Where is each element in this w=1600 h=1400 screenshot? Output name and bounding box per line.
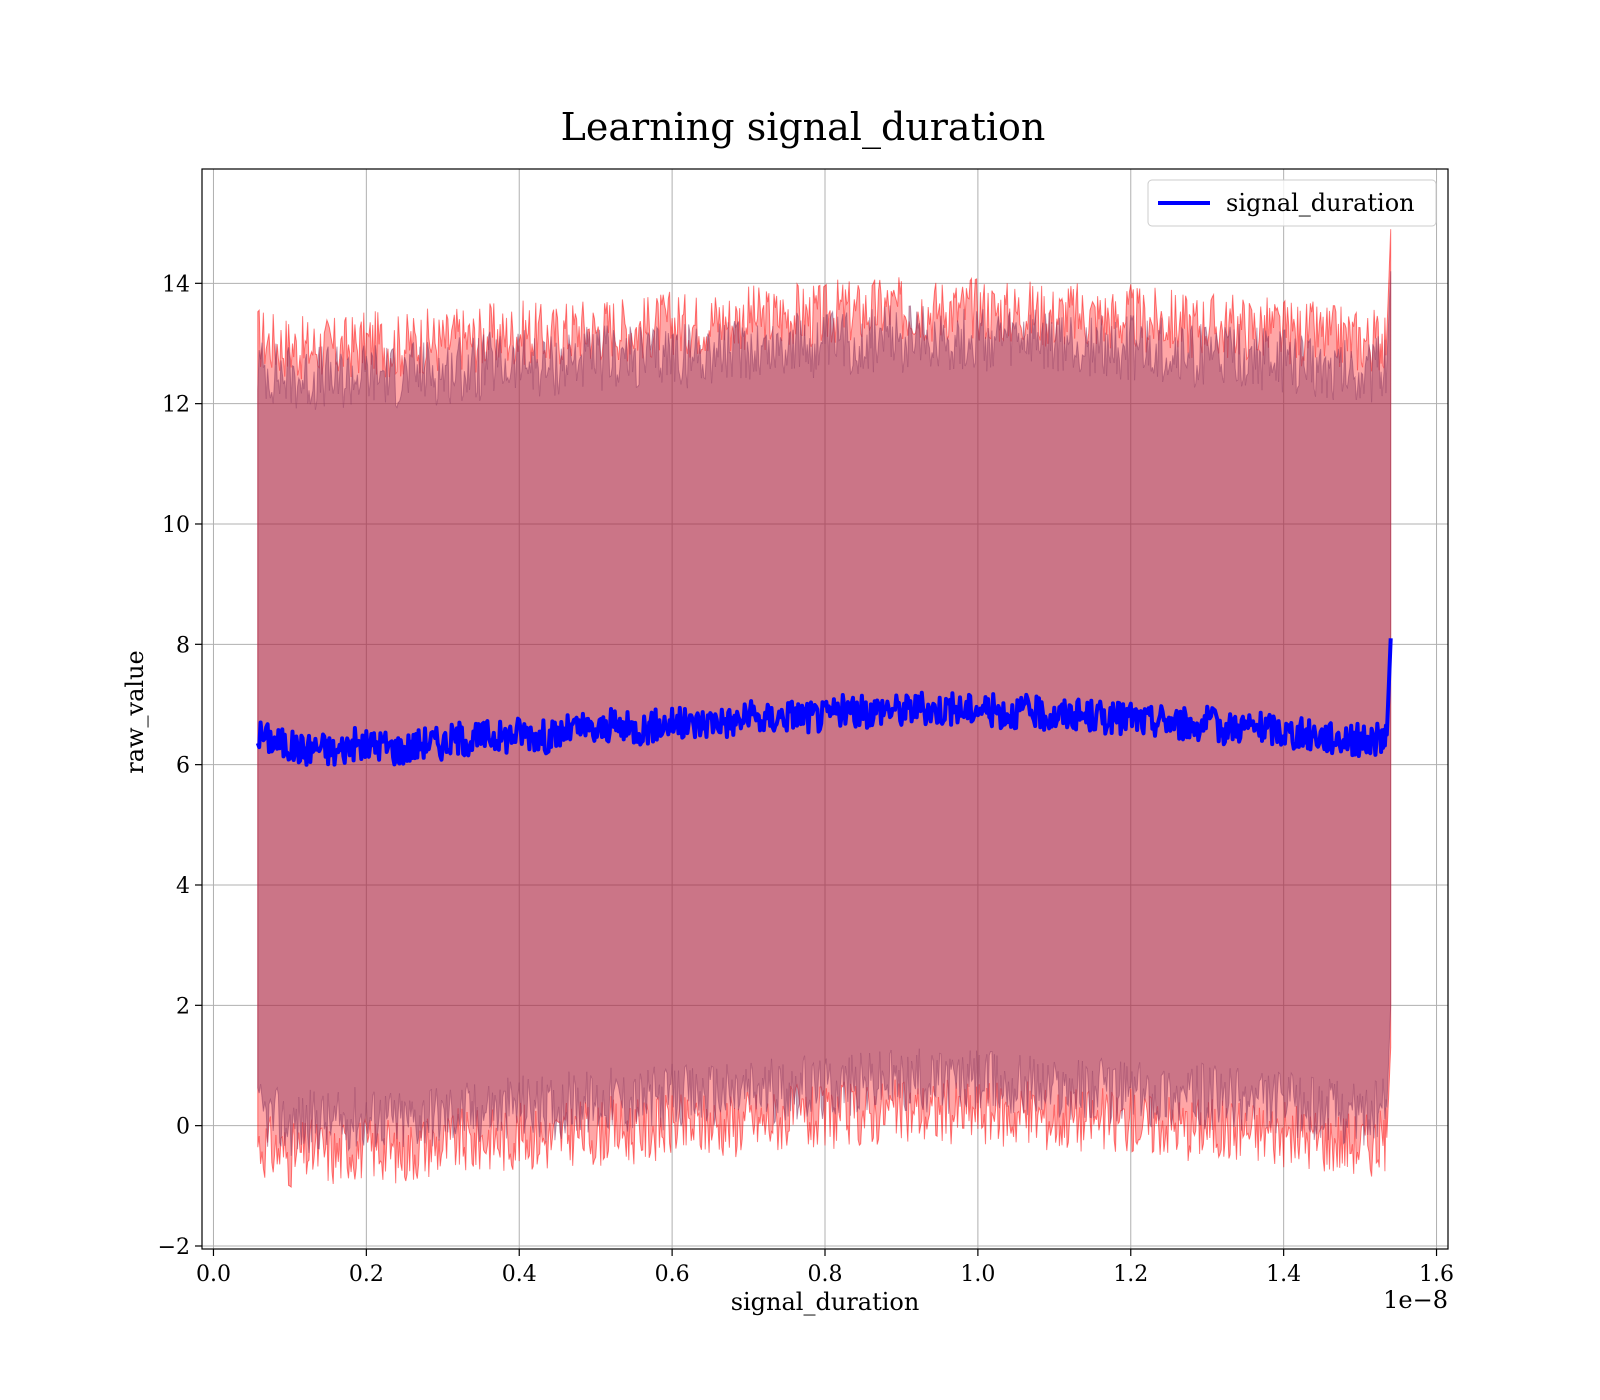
y-axis: −2 0 2 4 6 8 10 12 14 <box>158 272 202 1260</box>
x-tick-label: 1.6 <box>1419 1262 1454 1287</box>
series-layer <box>255 638 1393 767</box>
y-tick-label: 6 <box>176 754 190 779</box>
band-layer <box>257 229 1392 1188</box>
y-tick-label: 0 <box>176 1115 190 1140</box>
uncertainty-band <box>257 229 1392 1188</box>
x-tick-label: 1.2 <box>1113 1262 1148 1287</box>
x-tick-label: 0.4 <box>502 1262 537 1287</box>
x-axis: 0.0 0.2 0.4 0.6 0.8 1.0 1.2 1.4 1.6 <box>196 1249 1454 1287</box>
x-tick-label: 0.2 <box>349 1262 384 1287</box>
y-tick-label: 12 <box>162 393 190 418</box>
y-axis-label: raw_value <box>121 650 149 774</box>
chart-title: Learning signal_duration <box>561 105 1046 150</box>
x-axis-label: signal_duration <box>731 1288 920 1316</box>
y-tick-label: −2 <box>158 1235 190 1260</box>
legend-label-signal-duration: signal_duration <box>1226 189 1415 217</box>
y-tick-label: 10 <box>162 513 190 538</box>
uncertainty-band <box>257 271 1392 1156</box>
y-tick-label: 8 <box>176 633 190 658</box>
series-line-signal-duration <box>255 638 1393 767</box>
x-tick-label: 0.8 <box>808 1262 843 1287</box>
x-axis-offset-label: 1e−8 <box>1383 1286 1448 1314</box>
x-tick-label: 0.0 <box>196 1262 231 1287</box>
y-tick-label: 2 <box>176 994 190 1019</box>
x-tick-label: 1.0 <box>960 1262 995 1287</box>
x-tick-label: 1.4 <box>1266 1262 1301 1287</box>
x-tick-label: 0.6 <box>655 1262 690 1287</box>
y-tick-label: 14 <box>162 272 190 297</box>
legend: signal_duration <box>1147 179 1437 227</box>
legend-box <box>1147 179 1437 227</box>
y-tick-label: 4 <box>176 874 190 899</box>
plot-area <box>201 168 1449 1250</box>
